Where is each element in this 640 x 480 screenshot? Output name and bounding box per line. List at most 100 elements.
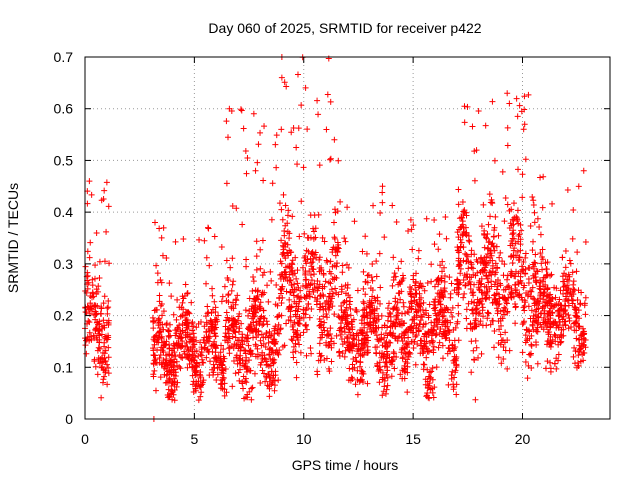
grid-lines xyxy=(85,57,610,419)
data-point xyxy=(151,341,158,348)
data-point xyxy=(373,273,380,280)
data-point xyxy=(514,113,521,120)
data-point xyxy=(518,227,525,234)
data-point xyxy=(327,338,334,345)
data-point xyxy=(218,244,225,251)
data-point xyxy=(571,287,578,294)
data-point xyxy=(373,350,380,357)
data-point xyxy=(277,286,284,293)
data-point xyxy=(303,321,310,328)
data-point xyxy=(239,357,246,364)
data-point xyxy=(412,361,419,368)
data-point xyxy=(423,338,430,345)
data-point xyxy=(321,327,328,334)
data-point xyxy=(253,253,260,260)
data-point xyxy=(364,319,371,326)
data-point xyxy=(105,298,112,305)
data-point xyxy=(328,335,335,342)
data-point xyxy=(497,282,504,289)
data-point xyxy=(576,336,583,343)
data-point xyxy=(230,278,237,285)
data-point xyxy=(165,332,172,339)
data-point xyxy=(236,377,243,384)
data-point xyxy=(89,276,96,283)
data-point xyxy=(344,204,351,211)
data-point xyxy=(432,332,439,339)
data-point xyxy=(477,318,484,325)
data-point xyxy=(449,313,456,320)
data-point xyxy=(275,330,282,337)
data-point xyxy=(382,343,389,350)
data-point xyxy=(505,282,512,289)
data-point xyxy=(346,365,353,372)
data-point xyxy=(173,316,180,323)
data-point xyxy=(397,371,404,378)
data-point xyxy=(568,323,575,330)
data-point xyxy=(306,293,313,300)
data-point xyxy=(565,271,572,278)
data-point xyxy=(326,304,333,311)
data-point xyxy=(238,344,245,351)
data-point xyxy=(522,332,529,339)
data-point xyxy=(515,270,522,277)
data-point xyxy=(228,287,235,294)
data-point xyxy=(543,341,550,348)
data-point xyxy=(384,305,391,312)
data-point xyxy=(410,316,417,323)
data-point xyxy=(202,313,209,320)
data-point xyxy=(302,84,309,91)
data-point xyxy=(352,381,359,388)
data-point xyxy=(290,292,297,299)
data-point xyxy=(333,275,340,282)
data-point xyxy=(265,339,272,346)
data-point xyxy=(307,281,314,288)
data-point xyxy=(562,272,569,279)
data-point xyxy=(293,359,300,366)
data-point xyxy=(468,369,475,376)
data-point xyxy=(457,224,464,231)
data-point xyxy=(554,334,561,341)
data-point xyxy=(206,372,213,379)
data-point xyxy=(514,278,521,285)
data-point xyxy=(184,331,191,338)
data-point xyxy=(203,254,210,261)
data-point xyxy=(264,282,271,289)
data-point xyxy=(460,244,467,251)
data-point xyxy=(502,329,509,336)
data-point xyxy=(101,324,108,331)
data-point xyxy=(531,296,538,303)
data-point xyxy=(341,353,348,360)
data-point xyxy=(521,106,528,113)
data-point xyxy=(243,170,250,177)
data-point xyxy=(303,326,310,333)
data-point xyxy=(313,301,320,308)
data-point xyxy=(328,358,335,365)
data-point xyxy=(381,334,388,341)
data-point xyxy=(402,358,409,365)
data-point xyxy=(103,228,110,235)
data-point xyxy=(273,281,280,288)
data-point xyxy=(482,295,489,302)
data-point xyxy=(158,361,165,368)
data-point xyxy=(381,377,388,384)
data-point xyxy=(160,326,167,333)
data-point xyxy=(303,276,310,283)
data-point xyxy=(566,317,573,324)
data-point xyxy=(459,218,466,225)
data-point xyxy=(94,371,101,378)
data-point xyxy=(437,301,444,308)
data-point xyxy=(445,381,452,388)
data-point xyxy=(543,266,550,273)
data-point xyxy=(93,325,100,332)
data-point xyxy=(560,332,567,339)
data-point xyxy=(501,304,508,311)
data-point xyxy=(254,306,261,313)
data-point xyxy=(478,275,485,282)
data-point xyxy=(226,105,233,112)
data-point xyxy=(329,263,336,270)
data-point xyxy=(316,340,323,347)
data-point xyxy=(98,331,105,338)
data-point xyxy=(263,374,270,381)
data-point xyxy=(575,362,582,369)
data-point xyxy=(153,262,160,269)
